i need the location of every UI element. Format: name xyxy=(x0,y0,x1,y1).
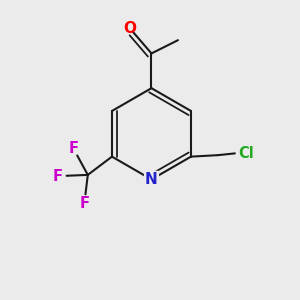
Text: F: F xyxy=(69,142,79,157)
Text: O: O xyxy=(123,21,136,36)
Text: Cl: Cl xyxy=(239,146,254,161)
Text: F: F xyxy=(80,196,90,211)
Text: N: N xyxy=(145,172,158,187)
Text: F: F xyxy=(53,169,63,184)
